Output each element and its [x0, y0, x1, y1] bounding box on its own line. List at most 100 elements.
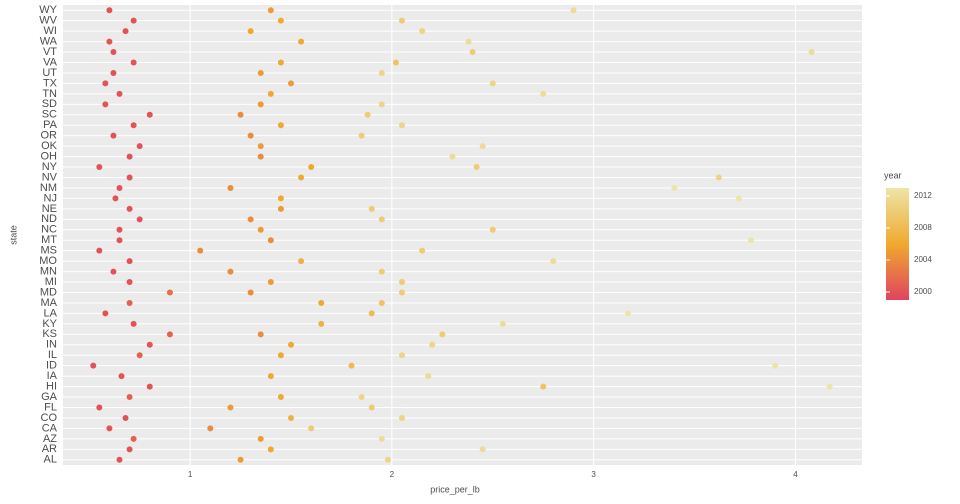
y-tick-label: UT — [42, 67, 57, 79]
point — [118, 373, 125, 380]
x-tick-label: 2 — [390, 470, 395, 479]
point — [247, 216, 254, 223]
point — [227, 268, 234, 275]
y-tick-label: MO — [39, 255, 57, 267]
y-tick-label: IL — [48, 349, 57, 361]
y-tick-label: AL — [44, 454, 57, 466]
point — [358, 394, 365, 401]
point — [110, 268, 117, 275]
point — [136, 352, 143, 359]
point — [116, 237, 123, 244]
y-tick-label: OR — [41, 130, 58, 142]
point — [197, 247, 204, 254]
point — [146, 111, 153, 118]
point — [378, 299, 385, 306]
point — [277, 195, 284, 202]
legend-tick-label: 2004 — [914, 255, 932, 264]
point — [166, 331, 173, 338]
point — [106, 7, 113, 14]
y-tick-label: NM — [40, 182, 57, 194]
point — [298, 174, 305, 181]
point — [715, 174, 722, 181]
point — [110, 49, 117, 56]
y-tick-label: MS — [41, 245, 58, 257]
point — [116, 226, 123, 233]
point — [570, 7, 577, 14]
x-tick-label: 4 — [793, 470, 798, 479]
point — [550, 258, 557, 265]
y-tick-label: MD — [40, 286, 57, 298]
point — [267, 7, 274, 14]
point — [227, 184, 234, 191]
point — [126, 258, 133, 265]
point — [122, 414, 129, 421]
point — [499, 320, 506, 327]
point — [378, 268, 385, 275]
y-tick-label: AR — [42, 443, 57, 455]
point — [398, 289, 405, 296]
point — [257, 153, 264, 160]
point — [166, 289, 173, 296]
x-tick-label: 3 — [591, 470, 596, 479]
y-tick-label: NV — [42, 171, 58, 183]
point — [748, 237, 755, 244]
point — [116, 184, 123, 191]
y-tick-label: CO — [41, 412, 58, 424]
point — [277, 352, 284, 359]
point — [126, 299, 133, 306]
point — [465, 38, 472, 45]
y-tick-label: NY — [42, 161, 58, 173]
y-tick-label: IA — [47, 370, 58, 382]
point — [267, 237, 274, 244]
point — [136, 216, 143, 223]
point — [378, 69, 385, 76]
y-tick-label: AZ — [43, 433, 57, 445]
point — [398, 414, 405, 421]
point — [368, 205, 375, 212]
point — [826, 383, 833, 390]
point — [368, 310, 375, 317]
point — [146, 383, 153, 390]
point — [671, 184, 678, 191]
point — [439, 331, 446, 338]
point — [479, 446, 486, 453]
point — [102, 310, 109, 317]
point — [540, 90, 547, 97]
point — [110, 132, 117, 139]
point — [479, 143, 486, 150]
point — [540, 383, 547, 390]
point — [267, 373, 274, 380]
point — [146, 341, 153, 348]
point — [257, 435, 264, 442]
point — [112, 195, 119, 202]
point — [398, 352, 405, 359]
point — [429, 341, 436, 348]
point — [364, 111, 371, 118]
point — [425, 373, 432, 380]
y-tick-label: PA — [43, 119, 58, 131]
legend-tick-label: 2008 — [914, 223, 932, 232]
point — [277, 59, 284, 66]
y-tick-label: MA — [41, 297, 58, 309]
point — [398, 122, 405, 129]
point — [130, 320, 137, 327]
y-tick-label: HI — [46, 380, 57, 392]
y-tick-label: WA — [40, 35, 58, 47]
legend-tick-label: 2012 — [914, 191, 932, 200]
y-tick-label: OH — [41, 150, 58, 162]
point — [298, 38, 305, 45]
point — [130, 122, 137, 129]
point — [96, 247, 103, 254]
point — [489, 80, 496, 87]
y-tick-label: MT — [41, 234, 57, 246]
point — [102, 101, 109, 108]
point — [378, 435, 385, 442]
point — [130, 17, 137, 24]
point — [308, 425, 315, 432]
y-tick-label: NJ — [44, 192, 57, 204]
point — [358, 132, 365, 139]
point — [257, 69, 264, 76]
y-tick-label: SC — [42, 109, 57, 121]
point — [489, 226, 496, 233]
